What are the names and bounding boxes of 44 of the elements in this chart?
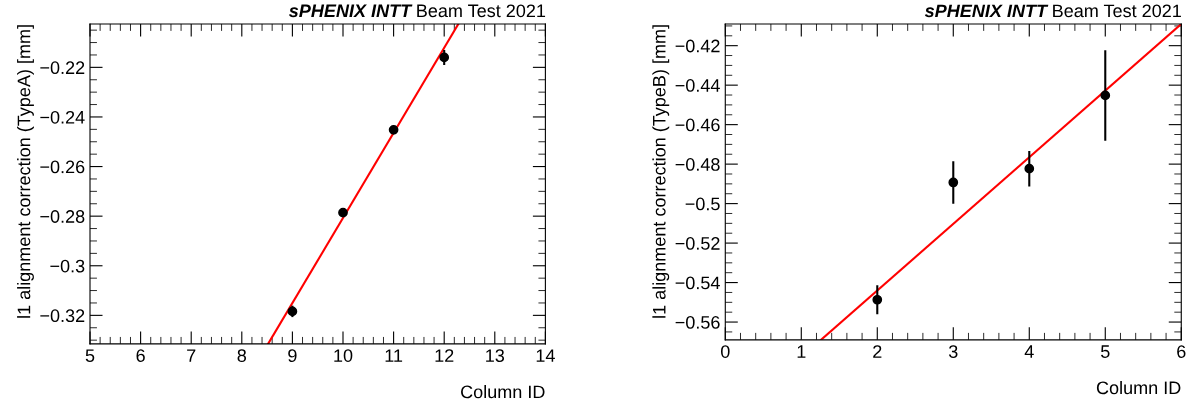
y-tick-label: −0.42 <box>675 39 720 53</box>
y-tick-label: −0.56 <box>675 315 720 329</box>
x-tick-label: 0 <box>720 345 730 358</box>
x-tick-label: 3 <box>948 345 958 358</box>
y-axis-title: l1 alignment correction (TypeA) [mm] <box>17 25 34 318</box>
y-axis-title: l1 alignment correction (TypeB) [mm] <box>652 25 670 318</box>
y-tick-label: −0.22 <box>40 61 85 75</box>
x-tick-label: 5 <box>1100 345 1110 358</box>
x-tick-label: 5 <box>85 349 95 363</box>
y-tick-label: −0.24 <box>40 110 85 124</box>
y-tick-label: −0.48 <box>675 158 720 171</box>
point <box>1024 163 1035 174</box>
x-tick-label: 12 <box>435 349 454 362</box>
chart-title: sPHENIX INTT Beam Test 2021 <box>924 4 1181 18</box>
point <box>287 306 298 317</box>
y-tick-label: −0.26 <box>40 160 85 174</box>
x-tick-label: 1 <box>797 345 806 358</box>
x-axis-title: Column ID <box>1096 380 1181 395</box>
x-tick-label: 11 <box>385 349 403 362</box>
x-tick-label: 7 <box>187 349 196 362</box>
x-tick-label: 13 <box>486 349 505 363</box>
chart-title: sPHENIX INTT Beam Test 2021 <box>288 4 546 18</box>
x-tick-label: 2 <box>873 345 882 358</box>
y-tick-label: −0.46 <box>675 118 720 132</box>
x-axis-title: Column ID <box>461 385 545 399</box>
y-tick-label: −0.32 <box>40 309 85 323</box>
y-tick-label: −0.5 <box>685 197 720 211</box>
y-tick-label: −0.28 <box>40 210 85 223</box>
x-tick-label: 10 <box>334 349 353 363</box>
y-tick-label: −0.3 <box>50 259 85 273</box>
point <box>439 52 450 63</box>
x-tick-label: 14 <box>536 349 555 362</box>
point <box>948 177 959 188</box>
x-tick-label: 6 <box>136 349 145 363</box>
point <box>388 124 399 135</box>
x-tick-label: 6 <box>1177 345 1186 358</box>
x-tick-label: 9 <box>288 349 297 363</box>
x-tick-label: 4 <box>1024 345 1034 358</box>
point <box>1100 90 1111 101</box>
x-tick-label: 8 <box>237 349 247 363</box>
point <box>872 294 883 305</box>
y-tick-label: −0.44 <box>675 79 720 92</box>
y-tick-label: −0.54 <box>675 276 720 290</box>
y-tick-label: −0.52 <box>675 237 720 250</box>
